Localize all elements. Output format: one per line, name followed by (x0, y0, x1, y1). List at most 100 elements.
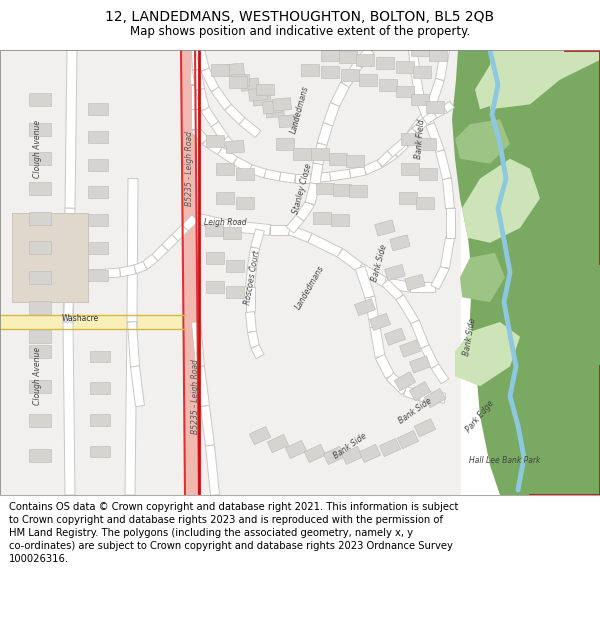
Polygon shape (385, 264, 405, 281)
Polygon shape (152, 244, 168, 261)
Polygon shape (416, 198, 434, 209)
Polygon shape (65, 50, 77, 208)
Polygon shape (63, 208, 75, 322)
Polygon shape (223, 227, 241, 239)
Polygon shape (181, 50, 199, 495)
Polygon shape (233, 157, 252, 172)
Polygon shape (231, 74, 249, 86)
Polygon shape (400, 340, 421, 357)
Polygon shape (386, 373, 409, 394)
Polygon shape (182, 215, 198, 231)
Polygon shape (396, 295, 419, 324)
Polygon shape (379, 438, 401, 457)
Polygon shape (443, 101, 454, 112)
Polygon shape (455, 119, 510, 164)
Polygon shape (221, 136, 238, 154)
Polygon shape (191, 109, 199, 129)
Polygon shape (329, 153, 347, 165)
Polygon shape (88, 242, 108, 254)
Polygon shape (29, 449, 51, 462)
Polygon shape (445, 208, 455, 238)
Polygon shape (226, 63, 244, 76)
Polygon shape (397, 431, 419, 449)
Polygon shape (125, 322, 137, 495)
Text: Map shows position and indicative extent of the property.: Map shows position and indicative extent… (130, 24, 470, 38)
Polygon shape (359, 74, 377, 86)
Text: B5235 - Leigh Road: B5235 - Leigh Road (185, 131, 194, 206)
Polygon shape (382, 279, 403, 301)
Polygon shape (305, 182, 320, 204)
Text: Bank Side: Bank Side (371, 243, 389, 282)
Polygon shape (268, 434, 289, 452)
Polygon shape (460, 253, 505, 302)
Polygon shape (401, 133, 419, 145)
Polygon shape (401, 162, 419, 174)
Polygon shape (426, 101, 444, 113)
Polygon shape (266, 104, 284, 118)
Polygon shape (413, 66, 431, 78)
Polygon shape (436, 150, 451, 179)
Polygon shape (346, 155, 364, 167)
Polygon shape (402, 128, 418, 144)
Text: Contains OS data © Crown copyright and database right 2021. This information is : Contains OS data © Crown copyright and d… (9, 501, 458, 564)
Polygon shape (256, 84, 274, 96)
Polygon shape (423, 111, 437, 124)
Polygon shape (429, 49, 447, 61)
Polygon shape (286, 215, 304, 233)
Polygon shape (226, 286, 244, 298)
Polygon shape (251, 229, 265, 249)
Polygon shape (286, 441, 307, 459)
Polygon shape (248, 88, 268, 101)
Polygon shape (29, 380, 51, 392)
Polygon shape (88, 103, 108, 115)
Polygon shape (280, 172, 296, 183)
Polygon shape (90, 351, 110, 362)
Text: Clough Avenue: Clough Avenue (34, 348, 43, 406)
Polygon shape (416, 98, 434, 126)
Polygon shape (341, 62, 362, 88)
Polygon shape (411, 320, 429, 348)
Polygon shape (236, 198, 254, 209)
Polygon shape (409, 382, 431, 401)
Polygon shape (462, 159, 540, 243)
Polygon shape (131, 366, 145, 406)
Polygon shape (263, 101, 281, 114)
Polygon shape (321, 66, 339, 78)
Polygon shape (399, 192, 417, 204)
Text: Bank Field: Bank Field (414, 119, 426, 159)
Polygon shape (443, 178, 454, 209)
Polygon shape (226, 140, 244, 154)
Polygon shape (90, 269, 105, 278)
Polygon shape (276, 138, 294, 150)
Polygon shape (452, 50, 600, 495)
Polygon shape (349, 186, 367, 198)
Polygon shape (239, 118, 261, 138)
Polygon shape (90, 414, 110, 426)
Polygon shape (88, 131, 108, 143)
Polygon shape (211, 87, 232, 110)
Polygon shape (321, 49, 339, 61)
Polygon shape (295, 174, 310, 183)
Polygon shape (245, 288, 254, 312)
Polygon shape (433, 106, 447, 118)
Polygon shape (396, 86, 414, 98)
Polygon shape (316, 182, 334, 194)
Text: Park Edge: Park Edge (464, 398, 496, 434)
Polygon shape (426, 122, 444, 152)
Polygon shape (191, 50, 200, 85)
Polygon shape (329, 169, 350, 181)
Polygon shape (88, 269, 108, 281)
Polygon shape (88, 186, 108, 198)
Polygon shape (248, 247, 259, 268)
Polygon shape (196, 49, 209, 71)
Text: Stanley Close: Stanley Close (291, 162, 313, 215)
Polygon shape (172, 225, 188, 241)
Polygon shape (29, 414, 51, 428)
Polygon shape (216, 192, 234, 204)
Polygon shape (359, 444, 380, 462)
Polygon shape (490, 50, 600, 109)
Polygon shape (90, 446, 110, 458)
Polygon shape (370, 313, 391, 331)
Polygon shape (431, 266, 449, 289)
Polygon shape (296, 201, 314, 221)
